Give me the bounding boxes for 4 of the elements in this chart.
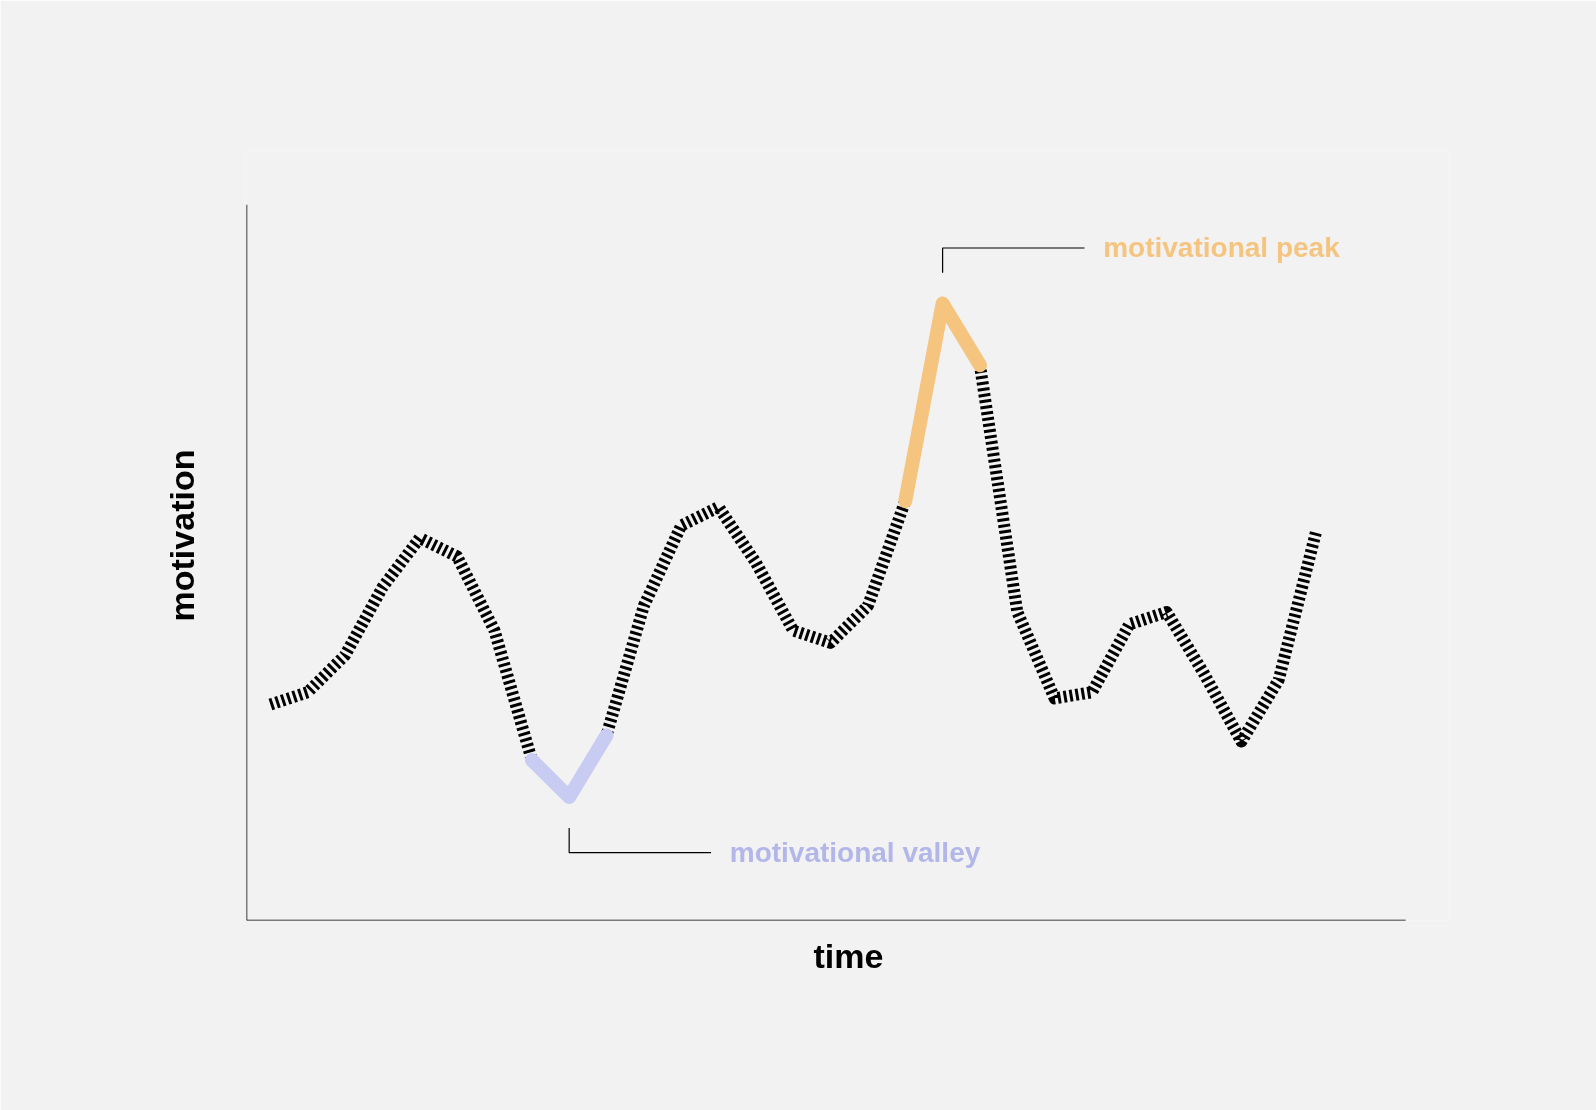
y-axis-title: motivation — [162, 449, 201, 622]
x-axis-title: time — [813, 936, 884, 975]
annotation: motivational valley — [729, 837, 981, 869]
text: motivational peak — [1103, 232, 1341, 264]
